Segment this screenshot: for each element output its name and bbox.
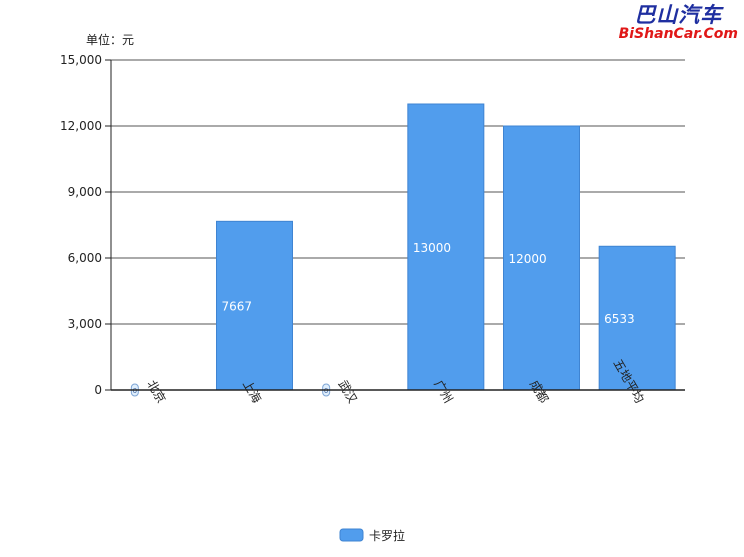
legend-swatch xyxy=(339,528,364,542)
x-tick-label: 武汉 xyxy=(336,378,360,406)
data-label: 6533 xyxy=(604,312,635,326)
data-label: 0 xyxy=(133,387,137,395)
watermark-chinese: 巴山汽车 xyxy=(634,2,723,27)
y-tick-label: 6,000 xyxy=(68,251,102,265)
y-tick-label: 3,000 xyxy=(68,317,102,331)
data-label: 13000 xyxy=(413,241,451,255)
y-tick-label: 15,000 xyxy=(60,53,102,67)
bar xyxy=(598,245,676,391)
watermark-logo: 巴山汽车 BiShanCar.Com xyxy=(619,2,738,42)
y-axis-ticks: 0 3,000 6,000 9,000 12,000 15,000 xyxy=(60,53,111,397)
y-axis-unit-label: 单位：元 xyxy=(86,33,135,47)
data-label: 0 xyxy=(324,387,328,395)
legend-label: 卡罗拉 xyxy=(369,528,405,543)
y-tick-label: 9,000 xyxy=(68,185,102,199)
bar xyxy=(407,103,485,391)
data-label: 12000 xyxy=(509,252,547,266)
data-label: 7667 xyxy=(222,300,253,314)
legend: 卡罗拉 xyxy=(339,528,405,543)
data-labels: 0 7667 0 13000 12000 6533 xyxy=(133,241,635,395)
axes xyxy=(110,60,685,391)
bar xyxy=(503,125,580,391)
y-tick-label: 12,000 xyxy=(60,119,102,133)
y-tick-label: 0 xyxy=(94,383,102,397)
watermark-english: BiShanCar.Com xyxy=(618,26,738,42)
bars xyxy=(130,103,676,397)
x-tick-label: 北京 xyxy=(144,378,168,406)
grid-lines xyxy=(111,59,685,325)
